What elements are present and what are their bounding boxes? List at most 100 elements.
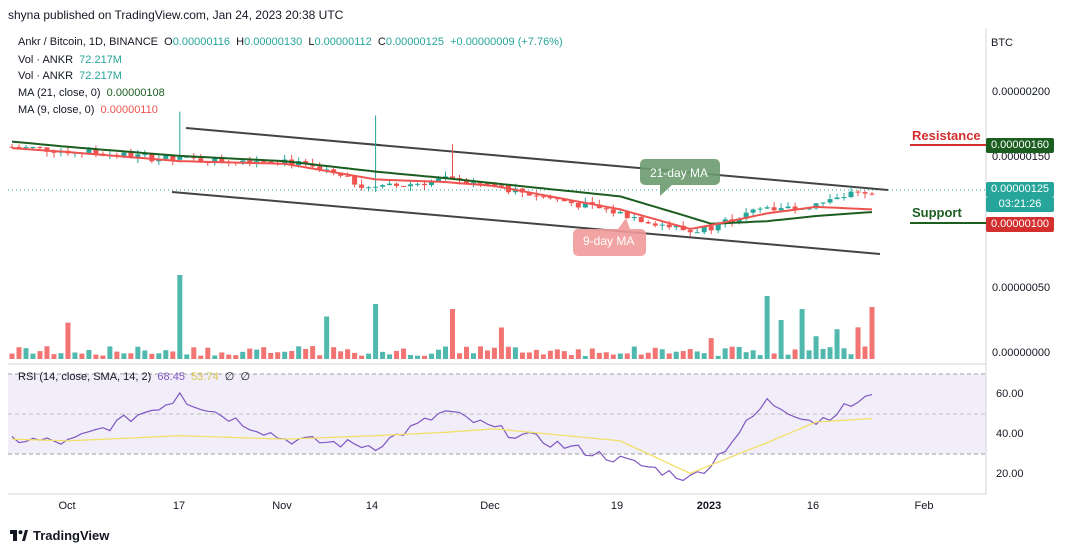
volume-bars <box>9 275 875 359</box>
change-value: +0.00000009 (+7.76%) <box>450 36 563 48</box>
volume-bar <box>331 347 337 359</box>
volume-bar <box>624 353 630 359</box>
legend-vol1-row[interactable]: Vol · ANKR 72.217M <box>18 54 122 66</box>
volume-bar <box>820 348 826 359</box>
ma9-callout-text: 9-day MA <box>583 234 635 248</box>
candle-body <box>701 226 707 233</box>
volume-bar <box>156 353 162 359</box>
candle-body <box>659 224 665 226</box>
candle-body <box>869 193 875 195</box>
price-axis-label: 0.00000150 <box>992 151 1051 163</box>
symbol-title[interactable]: Ankr / Bitcoin, 1D, BINANCE <box>18 36 158 48</box>
volume-bar <box>477 346 483 359</box>
legend-vol2-row[interactable]: Vol · ANKR 72.217M <box>18 70 122 82</box>
volume-bar <box>408 354 414 359</box>
channel-lower-line <box>171 191 881 255</box>
ma21-line <box>11 140 873 225</box>
candle-body <box>708 226 714 231</box>
volume-bar <box>687 349 693 359</box>
volume-bar <box>324 316 330 359</box>
candle-body <box>9 146 15 148</box>
volume-bar <box>436 349 442 359</box>
volume-bar <box>135 346 141 359</box>
candle-body <box>666 224 672 228</box>
candle-body <box>806 208 812 210</box>
volume-bar <box>373 304 379 359</box>
volume-bar <box>359 355 365 359</box>
volume-bar <box>862 346 868 359</box>
rsi-axis-label: 40.00 <box>996 428 1024 440</box>
candle-body <box>303 161 309 164</box>
volume-bar <box>680 351 686 359</box>
volume-bar <box>303 348 309 359</box>
volume-bar <box>736 346 742 359</box>
volume-bar <box>429 353 435 359</box>
volume-bar <box>233 355 239 359</box>
candle-body <box>93 149 99 154</box>
candle-body <box>219 157 225 162</box>
volume-bar <box>848 354 854 359</box>
volume-bar <box>317 355 323 359</box>
candle-body <box>170 155 176 160</box>
candle-body <box>855 191 861 193</box>
volume-bar <box>806 350 812 359</box>
volume-bar <box>296 346 302 359</box>
volume-bar <box>617 353 623 359</box>
channel-upper-line <box>185 127 889 191</box>
candle-body <box>23 147 29 149</box>
volume-bar <box>764 296 770 359</box>
time-axis-label: Oct <box>58 500 76 512</box>
candle-body <box>554 198 560 200</box>
volume-bar <box>219 352 225 359</box>
rsi-line <box>11 391 873 482</box>
candle-body <box>568 201 574 204</box>
volume-bar <box>51 354 57 359</box>
volume-bar <box>345 349 351 359</box>
tradingview-logo-icon <box>10 530 28 541</box>
tradingview-logo[interactable]: TradingView <box>10 528 109 543</box>
candle-body <box>142 154 148 156</box>
volume-bar <box>107 346 113 359</box>
support-label: Support <box>912 205 962 220</box>
rsi-zero1: ∅ <box>224 371 235 383</box>
time-axis-label: Feb <box>914 500 934 512</box>
vol2-value: 72.217M <box>79 70 122 82</box>
ma21-label: MA (21, close, 0) <box>18 87 101 99</box>
close-label: C <box>377 36 386 48</box>
candle-body <box>463 179 469 184</box>
candle-body <box>261 161 267 163</box>
volume-bar <box>771 353 777 359</box>
volume-bar <box>834 329 840 359</box>
candle-body <box>415 183 421 185</box>
legend-ma21-row[interactable]: MA (21, close, 0) 0.00000108 <box>18 87 165 99</box>
volume-bar <box>456 353 462 359</box>
candle-body <box>631 217 637 219</box>
candle-body <box>198 158 204 162</box>
volume-bar <box>93 354 99 359</box>
rsi-label: RSI (14, close, SMA, 14, 2) <box>18 371 152 383</box>
candle-body <box>212 157 218 164</box>
candle-body <box>338 173 344 176</box>
currency-label: BTC <box>991 37 1013 49</box>
candle-body <box>491 184 497 186</box>
volume-bar <box>841 348 847 359</box>
volume-bar <box>631 346 637 359</box>
rsi-legend[interactable]: RSI (14, close, SMA, 14, 2) 68.45 53.74 … <box>18 370 250 383</box>
candle-body <box>715 223 721 231</box>
volume-bar <box>463 346 469 359</box>
tradingview-brand: TradingView <box>33 528 110 543</box>
candle-body <box>638 217 644 223</box>
legend-ma9-row[interactable]: MA (9, close, 0) 0.00000110 <box>18 104 158 116</box>
candle-body <box>526 192 532 196</box>
countdown-tag: 03:21:26 <box>986 197 1054 212</box>
volume-bar <box>58 353 64 359</box>
volume-bar <box>484 350 490 359</box>
volume-bar <box>163 350 169 359</box>
volume-bar <box>813 336 819 359</box>
volume-bar <box>401 348 407 359</box>
volume-bar <box>533 349 539 359</box>
volume-bar <box>275 352 281 359</box>
volume-bar <box>30 353 36 359</box>
volume-bar <box>855 327 861 359</box>
